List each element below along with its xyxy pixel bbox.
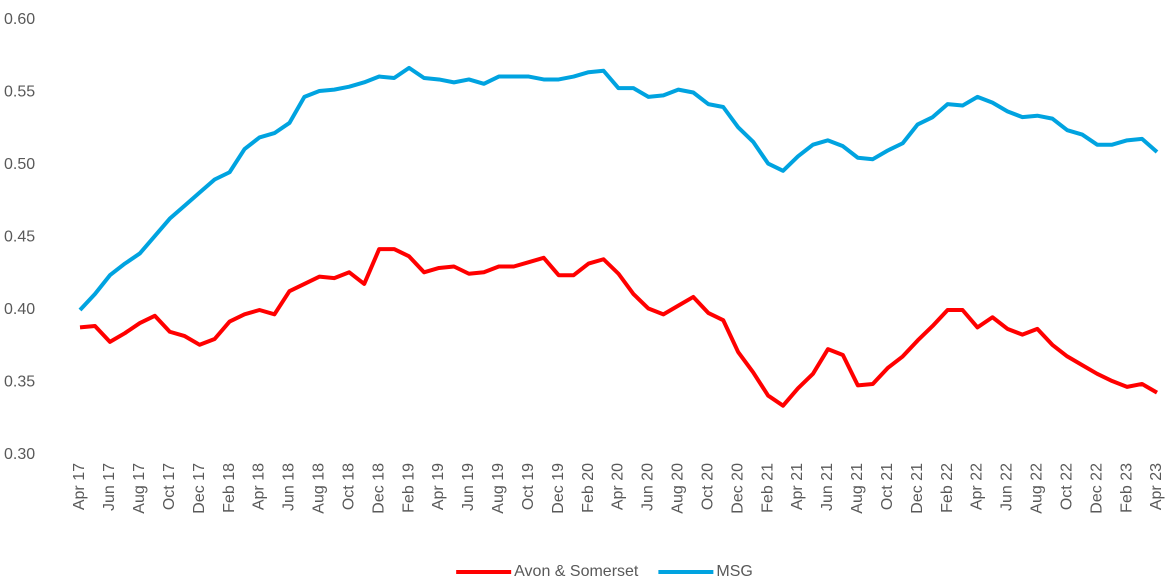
x-tick-label: Feb 22 [939, 463, 956, 513]
x-tick-label: Jun 19 [460, 463, 477, 511]
legend-label: MSG [716, 563, 752, 580]
x-tick-label: Oct 21 [879, 463, 896, 510]
y-tick-label: 0.30 [4, 446, 35, 463]
legend-label: Avon & Somerset [514, 563, 639, 580]
y-tick-label: 0.60 [4, 11, 35, 28]
y-tick-label: 0.55 [4, 84, 35, 101]
x-tick-label: Oct 18 [340, 463, 357, 510]
x-tick-label: Feb 19 [400, 463, 417, 513]
x-tick-label: Feb 21 [759, 463, 776, 513]
y-tick-label: 0.35 [4, 374, 35, 391]
x-tick-label: Aug 20 [670, 463, 687, 514]
x-tick-label: Dec 22 [1088, 463, 1105, 514]
x-tick-label: Oct 17 [161, 463, 178, 510]
line-series [79, 247, 1159, 408]
x-tick-label: Aug 17 [131, 463, 148, 514]
x-tick-label: Aug 19 [490, 463, 507, 514]
x-tick-label: Apr 19 [430, 463, 447, 510]
x-tick-label: Dec 17 [191, 463, 208, 514]
x-tick-label: Dec 20 [729, 463, 746, 514]
x-tick-label: Apr 21 [789, 463, 806, 510]
y-tick-label: 0.40 [4, 301, 35, 318]
x-tick-label: Jun 18 [281, 463, 298, 511]
x-tick-label: Oct 20 [699, 463, 716, 510]
x-tick-label: Dec 19 [550, 463, 567, 514]
x-tick-label: Feb 18 [221, 463, 238, 513]
x-tick-label: Apr 18 [251, 463, 268, 510]
line-series [78, 65, 1159, 312]
x-tick-label: Apr 22 [969, 463, 986, 510]
y-tick-label: 0.45 [4, 229, 35, 246]
x-tick-label: Aug 21 [849, 463, 866, 514]
x-tick-label: Jun 17 [101, 463, 118, 511]
x-tick-label: Apr 17 [71, 463, 88, 510]
x-tick-label: Aug 18 [311, 463, 328, 514]
x-tick-label: Oct 22 [1058, 463, 1075, 510]
x-tick-label: Oct 19 [520, 463, 537, 510]
x-tick-label: Feb 23 [1118, 463, 1135, 513]
x-tick-label: Jun 21 [819, 463, 836, 511]
x-tick-label: Jun 20 [640, 463, 657, 511]
x-tick-label: Aug 22 [1029, 463, 1046, 514]
x-tick-label: Apr 20 [610, 463, 627, 510]
y-tick-label: 0.50 [4, 156, 35, 173]
legend: Avon & Somerset MSG [456, 563, 753, 580]
x-tick-label: Dec 18 [370, 463, 387, 514]
x-tick-label: Apr 23 [1148, 463, 1165, 510]
x-tick-label: Jun 22 [999, 463, 1016, 511]
x-tick-label: Feb 20 [580, 463, 597, 513]
x-tick-label: Dec 21 [909, 463, 926, 514]
